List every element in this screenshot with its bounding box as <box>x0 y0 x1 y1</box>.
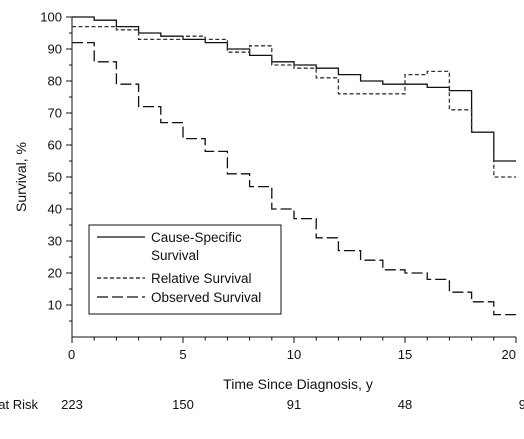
legend-label: Cause-Specific <box>151 230 242 245</box>
legend-label: Relative Survival <box>151 271 252 286</box>
y-tick-label: 80 <box>48 74 62 89</box>
x-tick-label: 5 <box>179 347 186 362</box>
chart-legend: Cause-Specific Survival Relative Survival O… <box>88 224 282 315</box>
x-tick-label: 15 <box>398 347 412 362</box>
at-risk-label: No. at Risk <box>0 397 38 412</box>
legend-box <box>88 224 282 315</box>
chart-series <box>72 16 516 316</box>
y-tick-label: 10 <box>48 298 62 313</box>
chart-axes: 10 20 30 40 50 60 70 80 90 100 0 5 10 15 20 <box>40 10 517 362</box>
legend-label-cont: Survival <box>151 248 199 263</box>
at-risk-value: 223 <box>61 397 83 412</box>
y-tick-label: 30 <box>48 234 62 249</box>
y-tick-label: 100 <box>40 10 62 25</box>
y-tick-label: 70 <box>48 106 62 121</box>
chart-labels: Time Since Diagnosis, y Survival, % <box>13 142 373 392</box>
legend-label: Observed Survival <box>151 290 261 305</box>
y-tick-label: 20 <box>48 266 62 281</box>
series-line-2 <box>72 25 516 178</box>
at-risk-table: No. at Risk 223 150 91 48 9 <box>0 397 524 412</box>
at-risk-value: 150 <box>172 397 194 412</box>
x-tick-label: 20 <box>502 347 516 362</box>
series-line-1 <box>72 16 516 162</box>
x-axis-title: Time Since Diagnosis, y <box>223 376 373 392</box>
at-risk-value: 91 <box>287 397 301 412</box>
y-tick-label: 50 <box>48 170 62 185</box>
y-tick-label: 90 <box>48 42 62 57</box>
x-tick-label: 10 <box>287 347 301 362</box>
at-risk-value: 9 <box>519 397 524 412</box>
x-tick-label: 0 <box>68 347 75 362</box>
series-line-3 <box>72 41 516 316</box>
y-tick-label: 60 <box>48 138 62 153</box>
y-axis-title: Survival, % <box>13 142 29 212</box>
at-risk-value: 48 <box>398 397 412 412</box>
y-tick-label: 40 <box>48 202 62 217</box>
